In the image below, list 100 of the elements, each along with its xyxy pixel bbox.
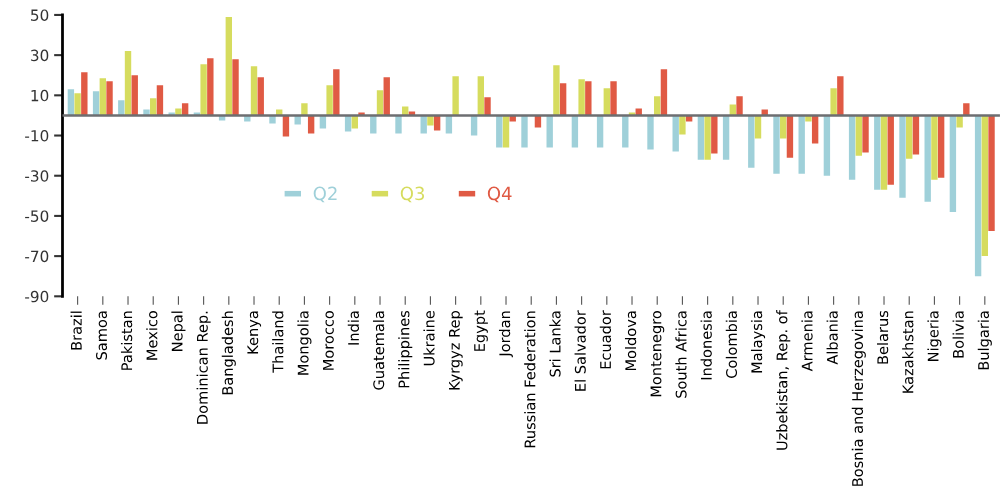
x-tick-label: Bosnia and Herzegovina: [851, 311, 866, 486]
bar: [546, 115, 553, 148]
bar: [912, 115, 920, 155]
bar: [124, 51, 132, 116]
x-tick-label: Guatemala: [372, 311, 385, 390]
bar: [988, 115, 995, 231]
bar: [99, 78, 107, 116]
bar: [326, 85, 333, 116]
bar: [559, 83, 567, 116]
bar: [748, 115, 755, 168]
bar: [207, 58, 214, 116]
bar: [603, 88, 611, 116]
bar: [67, 89, 75, 116]
x-tick-label: Mongolia: [297, 311, 312, 375]
bar: [106, 81, 113, 116]
bar: [736, 96, 743, 116]
x-tick-label: Egypt: [474, 310, 488, 351]
bar: [773, 115, 780, 174]
bar: [131, 75, 138, 116]
bar: [697, 115, 705, 160]
bar: [596, 115, 604, 148]
bar: [257, 77, 264, 116]
bar: [906, 115, 913, 159]
x-tick-label: Montenegro: [650, 311, 665, 397]
bar: [974, 115, 982, 277]
x-tick-label: Bangladesh: [221, 311, 236, 395]
bar: [81, 72, 88, 116]
x-tick-label: Philippines: [398, 310, 413, 388]
bar: [376, 90, 384, 116]
bar: [225, 16, 233, 116]
bar: [622, 115, 629, 148]
y-tick-label: -30: [25, 170, 49, 182]
bar: [452, 76, 459, 116]
legend-label: Q2: [313, 186, 337, 203]
x-tick-label: Russian Federation: [524, 311, 536, 448]
bar: [679, 115, 686, 135]
bar: [830, 88, 837, 116]
y-tick-label: -50: [25, 210, 49, 222]
x-tick-label: Bulgaria: [977, 311, 992, 370]
bar: [887, 115, 894, 185]
y-tick-label: 50: [31, 9, 49, 21]
bar: [786, 115, 794, 158]
bar: [862, 115, 869, 153]
bar: [502, 115, 510, 148]
x-tick-label: Kazakhstan: [902, 311, 914, 393]
x-tick-label: Jordan: [498, 311, 513, 358]
bar: [74, 93, 81, 116]
legend-label: Q4: [487, 186, 512, 203]
x-tick-label: Brazil: [70, 311, 82, 350]
x-tick-label: Colombia: [725, 311, 738, 378]
bar: [660, 69, 668, 116]
bar: [250, 66, 258, 116]
bar: [553, 65, 560, 116]
bar: [496, 115, 503, 148]
bar: [232, 59, 239, 116]
y-tick-label: -90: [25, 290, 49, 303]
x-tick-label: Kenya: [247, 311, 262, 354]
bar: [931, 115, 938, 180]
bar: [899, 115, 906, 198]
x-tick-label: Malaysia: [750, 311, 766, 373]
bar: [924, 115, 931, 202]
bar: [610, 81, 617, 116]
x-tick-label: Ecuador: [599, 310, 612, 369]
bar: [571, 115, 579, 148]
bar: [855, 115, 863, 156]
y-tick-label: -70: [25, 250, 49, 263]
x-tick-label: Nigeria: [927, 311, 942, 361]
x-tick-label: Uzbekistan, Rep. of: [776, 309, 791, 450]
x-tick-label: Albania: [826, 311, 838, 365]
x-tick-label: India: [347, 311, 360, 345]
x-tick-label: Armenia: [801, 311, 813, 372]
bar: [880, 115, 888, 190]
bar: [333, 69, 340, 116]
y-tick-label: 30: [31, 49, 49, 62]
x-tick-label: South Africa: [675, 311, 687, 398]
x-tick-label: Ukraine: [423, 310, 435, 366]
bar: [647, 115, 654, 150]
bar: [949, 115, 957, 212]
bar: [578, 79, 585, 116]
bar: [937, 115, 945, 178]
x-tick-label: Pakistan: [120, 311, 133, 370]
x-tick-label: Samoa: [96, 311, 108, 360]
bar: [521, 115, 528, 148]
x-tick-label: Bolivia: [952, 311, 964, 358]
x-tick-label: Morocco: [323, 311, 334, 370]
bar: [811, 115, 819, 144]
y-tick-label: 10: [31, 89, 49, 102]
x-tick-label: Thailand: [272, 311, 284, 373]
bar: [477, 76, 485, 116]
x-tick-label: Indonesia: [700, 311, 712, 380]
bar: [874, 115, 881, 190]
x-tick-label: Nepal: [171, 311, 186, 351]
bar: [823, 115, 831, 176]
bar: [585, 81, 592, 116]
x-tick-label: Belarus: [876, 310, 889, 364]
bar: [848, 115, 856, 180]
bar: [92, 91, 100, 116]
x-tick-label: Mexico: [146, 311, 158, 360]
bar: [722, 115, 730, 160]
x-tick-label: Sri Lanka: [549, 311, 561, 377]
